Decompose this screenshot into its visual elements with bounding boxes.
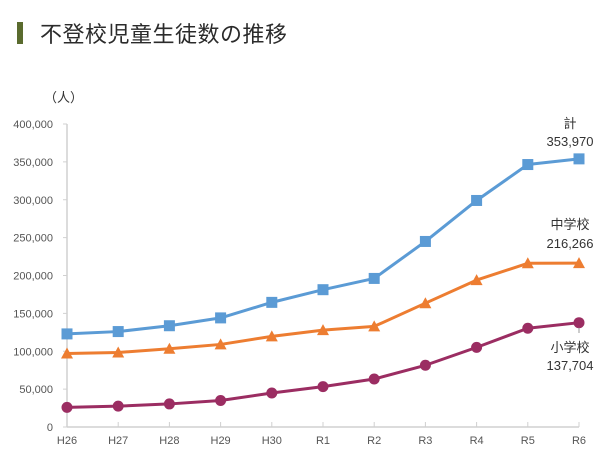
x-tick-label: R4 xyxy=(470,435,484,447)
total-label: 計 xyxy=(563,116,576,131)
x-tick-label: H30 xyxy=(262,435,282,447)
x-tick-label: H27 xyxy=(108,435,128,447)
y-axis-unit-label: （人） xyxy=(44,91,83,106)
series-line-2 xyxy=(66,321,580,409)
chart-title-block: 不登校児童生徒数の推移 xyxy=(17,18,288,48)
x-tick-label: H26 xyxy=(57,435,77,447)
junior-high-value-label: 216,266 xyxy=(547,236,594,251)
y-tick-label: 350,000 xyxy=(13,157,53,169)
y-tick-label: 400,000 xyxy=(13,119,53,131)
series-lines xyxy=(66,157,580,409)
data-point-triangle xyxy=(112,346,125,358)
y-tick-label: 100,000 xyxy=(13,346,53,358)
data-point-triangle xyxy=(163,342,176,354)
data-point-square xyxy=(317,284,329,296)
x-tick-label: R1 xyxy=(316,435,330,447)
x-tick-label: H29 xyxy=(211,435,231,447)
data-point-triangle xyxy=(470,274,483,286)
series-line-0 xyxy=(66,157,580,336)
data-point-square xyxy=(573,153,585,165)
data-point-circle xyxy=(61,401,73,413)
data-point-square xyxy=(471,194,483,206)
axes: 0 50,000 100,000 150,000 200,000 250,000 300,0… xyxy=(13,119,586,447)
data-point-circle xyxy=(317,381,329,393)
data-point-circle xyxy=(266,387,278,399)
data-point-triangle xyxy=(61,347,73,359)
data-point-triangle xyxy=(214,338,227,350)
data-point-square xyxy=(163,320,175,332)
x-tick-label: R6 xyxy=(572,435,586,447)
data-point-triangle xyxy=(573,257,585,269)
y-tick-label: 150,000 xyxy=(13,308,53,320)
y-tick-label: 250,000 xyxy=(13,233,53,245)
title-accent-bar xyxy=(17,22,23,44)
data-point-square xyxy=(215,312,227,324)
data-point-circle xyxy=(471,341,483,353)
data-point-triangle xyxy=(265,330,278,342)
data-point-square xyxy=(368,272,380,284)
series-markers xyxy=(61,153,585,413)
junior-high-label: 中学校 xyxy=(550,217,589,232)
series-end-labels: 計 353,970 中学校 216,266 小学校 137,704 xyxy=(547,116,594,373)
series-line-1 xyxy=(66,261,580,355)
data-point-triangle xyxy=(368,320,381,332)
data-point-circle xyxy=(215,394,227,406)
data-point-circle xyxy=(573,317,585,329)
y-tick-label: 0 xyxy=(47,422,53,434)
data-point-square xyxy=(112,326,124,338)
data-point-circle xyxy=(368,373,380,385)
data-point-circle xyxy=(522,322,534,334)
data-point-circle xyxy=(112,400,124,412)
x-tick-label: H28 xyxy=(159,435,179,447)
chart-title: 不登校児童生徒数の推移 xyxy=(40,23,288,48)
elementary-value-label: 137,704 xyxy=(547,358,594,373)
data-point-triangle xyxy=(521,257,534,269)
data-point-circle xyxy=(419,359,431,371)
x-tick-label: R5 xyxy=(521,435,535,447)
data-point-circle xyxy=(163,398,175,410)
total-value-label: 353,970 xyxy=(547,134,594,149)
data-point-square xyxy=(61,328,73,340)
data-point-square xyxy=(522,159,534,171)
elementary-label: 小学校 xyxy=(550,340,589,355)
x-tick-label: R2 xyxy=(367,435,381,447)
y-tick-label: 200,000 xyxy=(13,271,53,283)
data-point-square xyxy=(419,235,431,247)
data-point-triangle xyxy=(419,297,432,309)
x-tick-label: R3 xyxy=(418,435,432,447)
y-tick-label: 50,000 xyxy=(19,384,53,396)
data-point-square xyxy=(266,296,278,308)
data-point-triangle xyxy=(317,324,329,336)
y-tick-label: 300,000 xyxy=(13,195,53,207)
